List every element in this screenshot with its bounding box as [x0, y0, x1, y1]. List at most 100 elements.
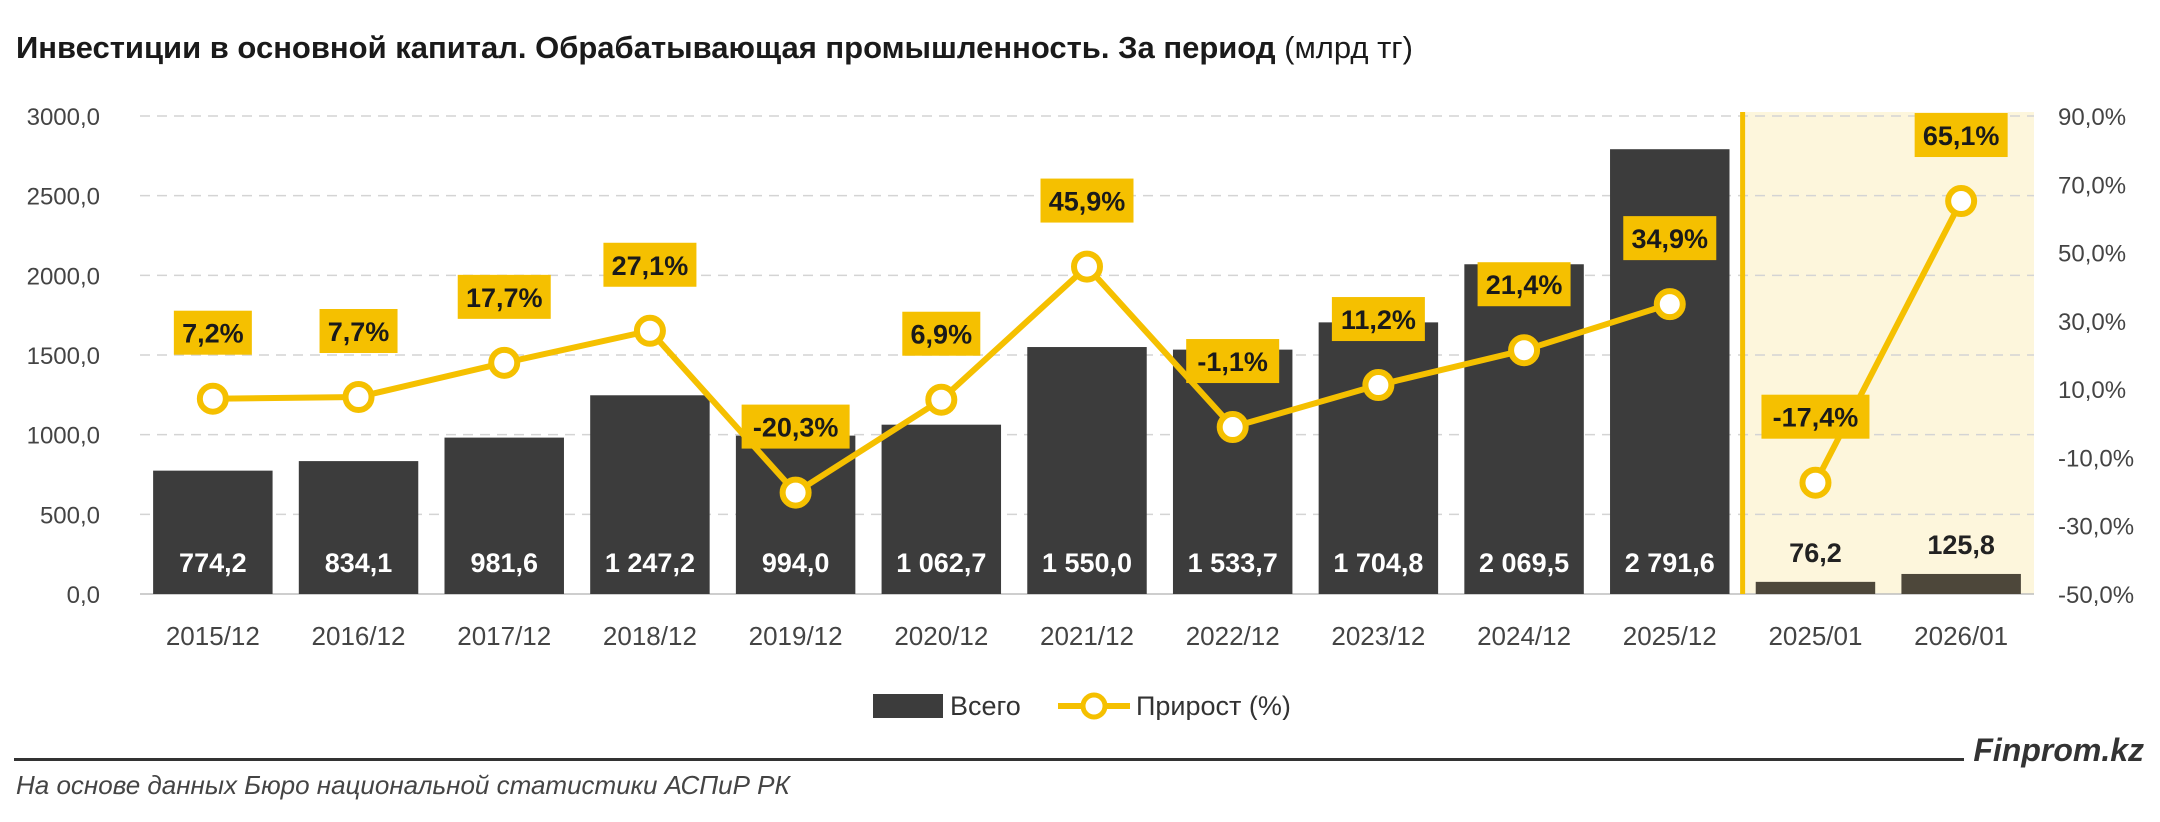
y-left-tick-label: 500,0	[40, 502, 100, 529]
y-left-tick-label: 2000,0	[27, 263, 100, 290]
growth-label: 34,9%	[1631, 224, 1708, 254]
bar-value-label: 774,2	[179, 548, 247, 578]
bar	[444, 437, 564, 594]
legend-swatch-bar	[873, 694, 943, 718]
bar-value-label: 1 550,0	[1042, 548, 1132, 578]
bar-value-label: 1 062,7	[896, 548, 986, 578]
x-tick-label: 2023/12	[1331, 621, 1425, 651]
growth-label-box	[1761, 394, 1870, 439]
chart: 0,0 500,0 1000,0 1500,0 2000,0 2500,0 3000,0 -5…	[27, 104, 2134, 720]
x-tick-label: 2020/12	[894, 621, 988, 651]
bar-value-label: 981,6	[470, 548, 538, 578]
growth-label-box	[741, 404, 850, 449]
growth-point	[196, 382, 229, 415]
chart-title-unit: (млрд тг)	[1284, 30, 1413, 65]
growth-label-box	[1331, 297, 1425, 342]
y-right-tick-label: -50,0%	[2058, 582, 2134, 609]
legend-label-bar: Всего	[950, 691, 1021, 720]
x-tick-label: 2022/12	[1186, 621, 1280, 651]
growth-label-box	[1477, 262, 1571, 307]
x-tick-label: 2015/12	[166, 621, 260, 651]
growth-point	[1799, 466, 1832, 499]
growth-point	[342, 380, 375, 413]
growth-label-box	[1914, 113, 2008, 158]
growth-label: -17,4%	[1773, 403, 1859, 433]
source-note: На основе данных Бюро национальной стати…	[16, 770, 790, 800]
x-tick-label: 2026/01	[1914, 621, 2008, 651]
bar-value-label: 76,2	[1789, 538, 1842, 568]
growth-label-box	[173, 310, 252, 355]
growth-label: 6,9%	[911, 320, 973, 350]
growth-point	[925, 383, 958, 416]
growth-label: 27,1%	[612, 251, 689, 281]
bar	[1318, 322, 1439, 594]
y-right-tick-label: -30,0%	[2058, 514, 2134, 541]
x-tick-label: 2021/12	[1040, 621, 1134, 651]
bar	[735, 435, 856, 594]
y-left-tick-label: 2500,0	[27, 184, 100, 211]
growth-point	[779, 476, 812, 509]
chart-title: Инвестиции в основной капитал. Обрабатыв…	[16, 30, 1413, 66]
bar-value-label: 1 704,8	[1333, 548, 1423, 578]
x-tick-label: 2025/01	[1768, 621, 1862, 651]
forecast-highlight-band	[1742, 112, 2034, 594]
bar	[1901, 573, 2021, 594]
growth-label-box	[1623, 216, 1717, 261]
growth-label: 45,9%	[1049, 187, 1126, 217]
growth-label: 7,7%	[328, 317, 390, 347]
growth-label: -1,1%	[1197, 347, 1268, 377]
x-tick-label: 2025/12	[1623, 621, 1717, 651]
growth-label: -20,3%	[753, 413, 839, 443]
y-right-tick-label: 30,0%	[2058, 309, 2126, 336]
y-right-tick-label: 10,0%	[2058, 377, 2126, 404]
growth-point	[488, 346, 521, 379]
growth-label: 7,2%	[182, 319, 244, 349]
growth-label: 65,1%	[1923, 121, 2000, 151]
legend-label-line: Прирост (%)	[1136, 691, 1291, 720]
growth-point	[1362, 369, 1395, 402]
growth-label-box	[319, 308, 398, 353]
growth-label: 17,7%	[466, 283, 543, 313]
bar	[1464, 264, 1584, 594]
bar	[1610, 149, 1730, 594]
bar	[1755, 581, 1876, 594]
bar-value-label: 834,1	[325, 548, 393, 578]
y-left-tick-label: 3000,0	[27, 104, 100, 131]
bar-value-label: 125,8	[1927, 530, 1995, 560]
footer-divider	[14, 758, 1964, 761]
growth-label: 21,4%	[1486, 270, 1563, 300]
growth-label-box	[902, 311, 981, 356]
growth-point	[1508, 334, 1541, 367]
bar-value-label: 994,0	[762, 548, 830, 578]
growth-label: 11,2%	[1341, 305, 1416, 335]
growth-point	[1945, 185, 1978, 218]
growth-label-box	[603, 242, 697, 287]
x-tick-label: 2018/12	[603, 621, 697, 651]
growth-label-box	[457, 274, 551, 319]
x-tick-label: 2017/12	[457, 621, 551, 651]
brand-logo: Finprom.kz	[1973, 732, 2144, 768]
legend-swatch-marker	[1080, 692, 1108, 720]
y-left-tick-label: 1000,0	[27, 423, 100, 450]
bar	[590, 395, 710, 594]
bar	[1027, 347, 1147, 594]
x-tick-label: 2019/12	[749, 621, 843, 651]
growth-point	[1216, 411, 1249, 444]
growth-point	[1653, 288, 1686, 321]
bar-value-label: 1 247,2	[605, 548, 695, 578]
y-right-tick-label: 70,0%	[2058, 172, 2126, 199]
bar	[1172, 349, 1293, 594]
bar	[153, 470, 273, 594]
bar	[298, 461, 419, 594]
growth-label-box	[1040, 178, 1134, 223]
x-tick-label: 2016/12	[312, 621, 406, 651]
y-right-tick-label: 90,0%	[2058, 104, 2126, 131]
growth-point	[633, 314, 666, 347]
x-tick-label: 2024/12	[1477, 621, 1571, 651]
growth-point	[1071, 250, 1103, 283]
y-left-tick-label: 1500,0	[27, 343, 100, 370]
bar	[881, 424, 1002, 594]
growth-label-box	[1186, 339, 1280, 384]
chart-title-main: Инвестиции в основной капитал. Обрабатыв…	[16, 30, 1276, 65]
bar-value-label: 2 069,5	[1479, 548, 1569, 578]
